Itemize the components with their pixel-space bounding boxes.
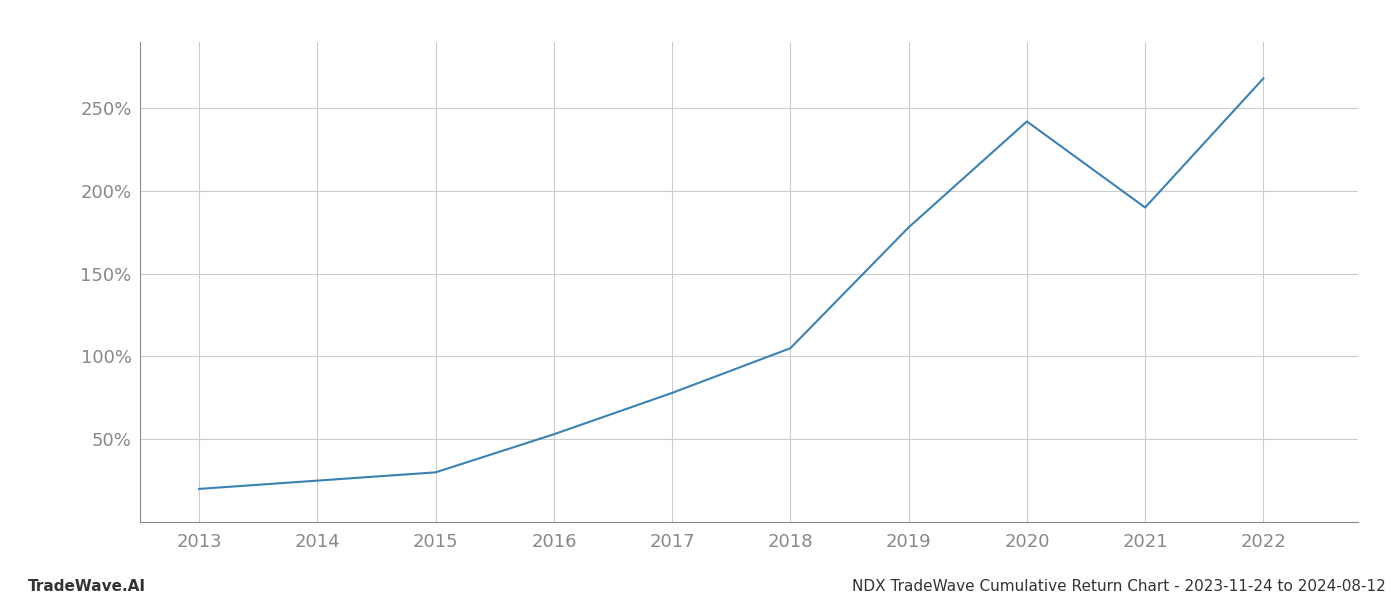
Text: NDX TradeWave Cumulative Return Chart - 2023-11-24 to 2024-08-12: NDX TradeWave Cumulative Return Chart - …	[853, 579, 1386, 594]
Text: TradeWave.AI: TradeWave.AI	[28, 579, 146, 594]
